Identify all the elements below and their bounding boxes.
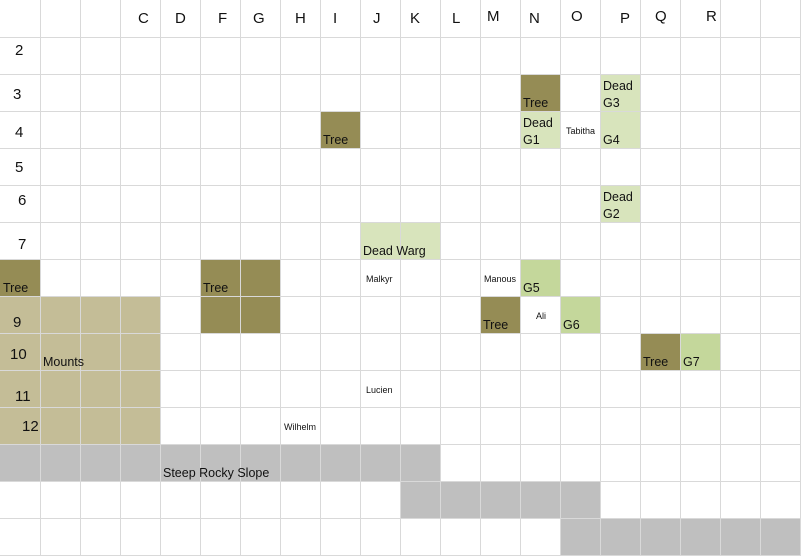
grid-column-line [400,0,401,556]
character-tabitha[interactable]: Tabitha [566,126,596,136]
grid-column-line [640,0,641,556]
group-label[interactable]: G6 [563,318,580,332]
row-header-7[interactable]: 7 [18,236,27,253]
group-o9 [560,296,600,333]
character-ali[interactable]: Ali [536,311,547,321]
tree-label[interactable]: Tree [523,96,549,110]
grid-column-line [80,0,81,556]
slope-middle [400,481,600,518]
group-n8 [520,259,560,296]
col-header-f[interactable]: F [218,10,228,27]
group-label[interactable]: G5 [523,281,540,295]
tree-q10 [640,333,680,370]
grid-row-line [0,370,801,371]
grid-row-line [0,333,801,334]
grid-row-line [0,148,801,149]
grid-row-line [0,407,801,408]
character-malkyr[interactable]: Malkyr [366,274,393,284]
row-header-6[interactable]: 6 [18,192,27,209]
col-header-o[interactable]: O [571,8,583,25]
grid-row-line [0,37,801,38]
grid-column-line [360,0,361,556]
col-header-n[interactable]: N [529,10,540,27]
grid-column-line [200,0,201,556]
grid-row-line [0,222,801,223]
row-header-5[interactable]: 5 [15,159,24,176]
row-header-11[interactable]: 11 [15,388,31,405]
col-header-m[interactable]: M [487,8,500,25]
tree-label[interactable]: Tree [3,281,29,295]
group-r10 [680,333,720,370]
dead-label[interactable]: Dead [523,116,553,130]
col-header-d[interactable]: D [175,10,186,27]
col-header-g[interactable]: G [253,10,265,27]
col-header-r[interactable]: R [706,8,717,25]
dead-n4 [520,111,560,148]
grid-row-line [0,185,801,186]
grid-row-line [0,296,801,297]
grid-column-line [480,0,481,556]
tree-label[interactable]: Tree [483,318,509,332]
col-header-h[interactable]: H [295,10,306,27]
group-label[interactable]: G4 [603,133,620,147]
col-header-i[interactable]: I [333,10,338,27]
grid-row-line [0,111,801,112]
mounts-label[interactable]: Mounts [43,355,84,369]
group-label[interactable]: G3 [603,96,620,110]
grid-column-line [520,0,521,556]
tree-n3 [520,74,560,111]
grid-column-line [40,0,41,556]
character-manous[interactable]: Manous [484,274,517,284]
col-header-k[interactable]: K [410,10,421,27]
col-header-c[interactable]: C [138,10,149,27]
row-header-9[interactable]: 9 [13,314,22,331]
grid-column-line [120,0,121,556]
grid-column-line [560,0,561,556]
dead-label[interactable]: Dead [603,190,633,204]
grid-column-line [160,0,161,556]
tree-label[interactable]: Tree [323,133,349,147]
group-label[interactable]: G1 [523,133,540,147]
row-header-4[interactable]: 4 [15,124,24,141]
grid-row-line [0,518,801,519]
row-header-2[interactable]: 2 [15,42,24,59]
group-label[interactable]: G7 [683,355,700,369]
tree-m9 [480,296,520,333]
grid-column-line [320,0,321,556]
dead-warg-label[interactable]: Dead Warg [363,244,426,258]
grid-row-line [0,481,801,482]
group-label[interactable]: G2 [603,207,620,221]
col-header-l[interactable]: L [452,10,461,27]
slope-top [0,444,440,481]
tree-a8 [0,259,40,296]
grid-row-line [0,74,801,75]
character-lucien[interactable]: Lucien [366,385,393,395]
slope-label[interactable]: Steep Rocky Slope [163,466,270,480]
grid-column-line [760,0,761,556]
grid-row-line [0,444,801,445]
grid-column-line [600,0,601,556]
col-header-p[interactable]: P [620,10,631,27]
col-header-j[interactable]: J [373,10,381,27]
dead-label[interactable]: Dead [603,79,633,93]
grid-column-line [680,0,681,556]
tree-i4 [320,111,360,148]
grid-column-line [440,0,441,556]
dead-p6 [600,185,640,222]
tree-label[interactable]: Tree [203,281,229,295]
row-header-10[interactable]: 10 [10,346,27,363]
row-header-12[interactable]: 12 [22,418,39,435]
grid-column-line [720,0,721,556]
tree-label[interactable]: Tree [643,355,669,369]
row-header-3[interactable]: 3 [13,86,22,103]
grid-row-line [0,259,801,260]
col-header-q[interactable]: Q [655,8,667,25]
grid-column-line [240,0,241,556]
character-wilhelm[interactable]: Wilhelm [284,422,317,432]
grid-column-line [280,0,281,556]
